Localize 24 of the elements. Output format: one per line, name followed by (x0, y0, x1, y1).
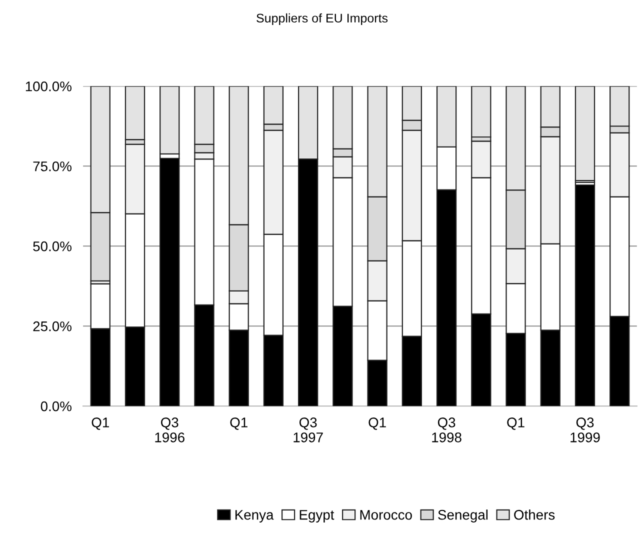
x-tick-label: Q3 1997 (294, 418, 323, 442)
x-tick-label: Q1 (368, 418, 386, 430)
x-tick-label: Q3 1999 (570, 418, 600, 442)
x-tick-label: Q1 (507, 418, 524, 430)
bar (160, 158, 180, 406)
x-tick-label: Q1 (230, 418, 248, 430)
y-tick-label: 100.0% (26, 81, 72, 92)
bar (574, 86, 596, 182)
legend-label: Egypt (300, 510, 334, 522)
x-tick-label: Q3 1996 (155, 418, 184, 442)
y-tick-label: 25.0% (33, 321, 72, 332)
bar (471, 86, 492, 138)
y-tick-label: 0.0% (40, 401, 72, 412)
bar (574, 184, 596, 406)
x-tick-label: Q1 (92, 418, 109, 430)
legend-label: Kenya (235, 510, 274, 522)
y-tick-label: 50.0% (33, 241, 72, 252)
chart-title: Suppliers of EU Imports (256, 13, 388, 26)
legend-label: Senegal (438, 510, 488, 522)
x-tick-label: Q3 1998 (432, 418, 462, 442)
bar (160, 86, 180, 155)
legend-label: Others (514, 510, 555, 520)
y-tick-label: 75.0% (33, 161, 72, 172)
legend-label: Morocco (360, 510, 412, 520)
